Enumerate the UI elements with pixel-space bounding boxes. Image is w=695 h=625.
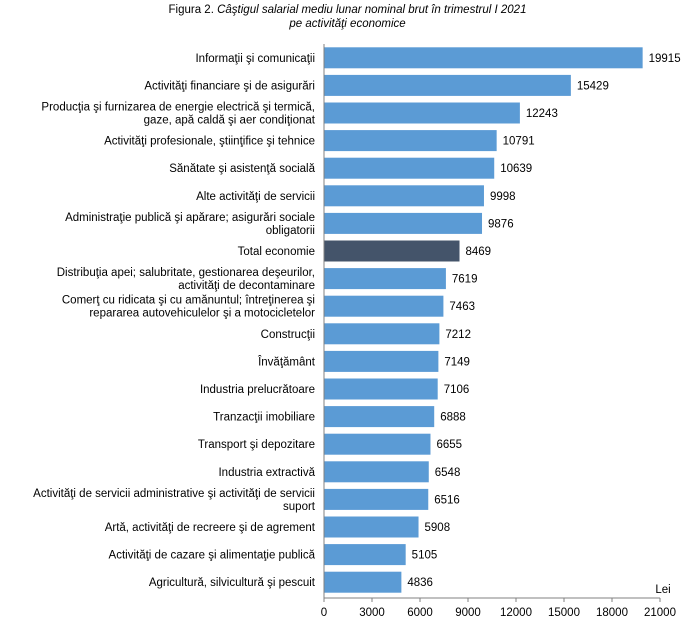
bar	[324, 185, 484, 207]
bar	[324, 130, 497, 152]
value-label: 10639	[500, 163, 532, 175]
bar	[324, 240, 460, 262]
bars-layer	[324, 47, 643, 593]
category-label: Industria extractivă	[218, 467, 315, 479]
category-label: Transport şi depozitare	[198, 439, 315, 451]
value-label: 7106	[444, 384, 470, 396]
value-label: 7212	[445, 329, 471, 341]
value-label: 9876	[488, 218, 514, 230]
category-label: obligatorii	[266, 225, 315, 237]
bar	[324, 47, 643, 69]
value-label: 19915	[649, 53, 681, 65]
value-label: 5908	[425, 522, 451, 534]
value-labels: 19915 15429 12243 10791 10639 9998 9876 8469 761…	[407, 53, 680, 589]
bar	[324, 157, 495, 179]
bar	[324, 268, 446, 290]
x-axis: 0 3000 6000 9000 12000 15000 18000 21000 Lei	[321, 44, 676, 619]
value-label: 9998	[490, 191, 516, 203]
category-label: Agricultură, silvicultură şi pescuit	[149, 577, 316, 589]
chart-title-line1: Figura 2. Câştigul salarial mediu lunar …	[0, 3, 695, 17]
bar	[324, 433, 431, 455]
bar	[324, 212, 483, 234]
category-label: Informaţii şi comunicaţii	[195, 53, 315, 65]
category-label: Total economie	[238, 246, 315, 258]
category-label: Activităţi de servicii administrative şi…	[33, 488, 315, 500]
category-label: Comerţ cu ridicata şi cu amănuntul; într…	[62, 295, 315, 307]
chart-subtitle: pe activităţi economice	[289, 18, 406, 30]
bar	[324, 102, 520, 124]
bar	[324, 544, 406, 566]
bar	[324, 295, 444, 317]
x-tick-label: 0	[321, 607, 327, 619]
category-label: Construcţii	[261, 329, 315, 341]
value-label: 10791	[503, 136, 535, 148]
value-label: 7463	[449, 301, 475, 313]
value-label: 6548	[435, 467, 461, 479]
category-label: Alte activităţi de servicii	[196, 191, 315, 203]
category-label: Distribuţia apei; salubritate, gestionar…	[57, 267, 315, 279]
category-label: activităţi de decontaminare	[178, 280, 315, 292]
bar	[324, 516, 419, 538]
bar	[324, 488, 429, 510]
value-label: 6516	[434, 494, 460, 506]
category-label: Industria prelucrătoare	[200, 384, 315, 396]
value-label: 15429	[577, 80, 609, 92]
bar	[324, 461, 429, 483]
x-tick-label: 21000	[644, 607, 676, 619]
bar	[324, 378, 438, 400]
x-tick-label: 3000	[359, 607, 385, 619]
category-label: Activităţi financiare şi de asigurări	[144, 80, 315, 92]
category-label: Administraţie publică şi apărare; asigur…	[65, 212, 315, 224]
category-label: suport	[283, 501, 316, 513]
category-label: Activităţi profesionale, ştiinţifice şi …	[104, 136, 315, 148]
bar	[324, 571, 402, 593]
category-label: Producţia şi furnizarea de energie elect…	[41, 102, 315, 114]
x-tick-label: 6000	[407, 607, 433, 619]
value-label: 6655	[436, 439, 462, 451]
value-label: 7619	[452, 274, 478, 286]
x-tick-label: 18000	[596, 607, 628, 619]
bar	[324, 323, 440, 345]
category-label: Tranzacţii imobiliare	[213, 412, 315, 424]
value-label: 4836	[407, 577, 433, 589]
unit-label: Lei	[655, 584, 670, 596]
category-label: Învăţământ	[257, 355, 316, 368]
category-label: gaze, apă caldă şi aer condiţionat	[144, 115, 316, 127]
category-label: Activităţi de cazare şi alimentaţie publ…	[109, 550, 316, 562]
x-tick-label: 12000	[500, 607, 532, 619]
bar	[324, 74, 571, 96]
chart-title: Figura 2. Câştigul salarial mediu lunar …	[0, 3, 695, 31]
value-label: 12243	[526, 108, 558, 120]
value-label: 7149	[444, 356, 470, 368]
category-label: Artă, activităţi de recreere şi de agrem…	[105, 522, 316, 534]
value-label: 8469	[466, 246, 492, 258]
x-tick-label: 15000	[548, 607, 580, 619]
bar	[324, 350, 439, 372]
x-tick-label: 9000	[455, 607, 481, 619]
category-labels: Informaţii şi comunicaţii Activităţi fina…	[33, 53, 316, 589]
category-label: repararea autovehiculelor şi a motocicle…	[89, 308, 315, 320]
bar	[324, 406, 435, 428]
value-label: 6888	[440, 412, 466, 424]
category-label: Sănătate şi asistenţă socială	[169, 163, 315, 175]
chart-title-main: Câştigul salarial mediu lunar nominal br…	[217, 4, 527, 16]
value-label: 5105	[412, 550, 438, 562]
chart-title-prefix: Figura 2.	[168, 4, 218, 16]
